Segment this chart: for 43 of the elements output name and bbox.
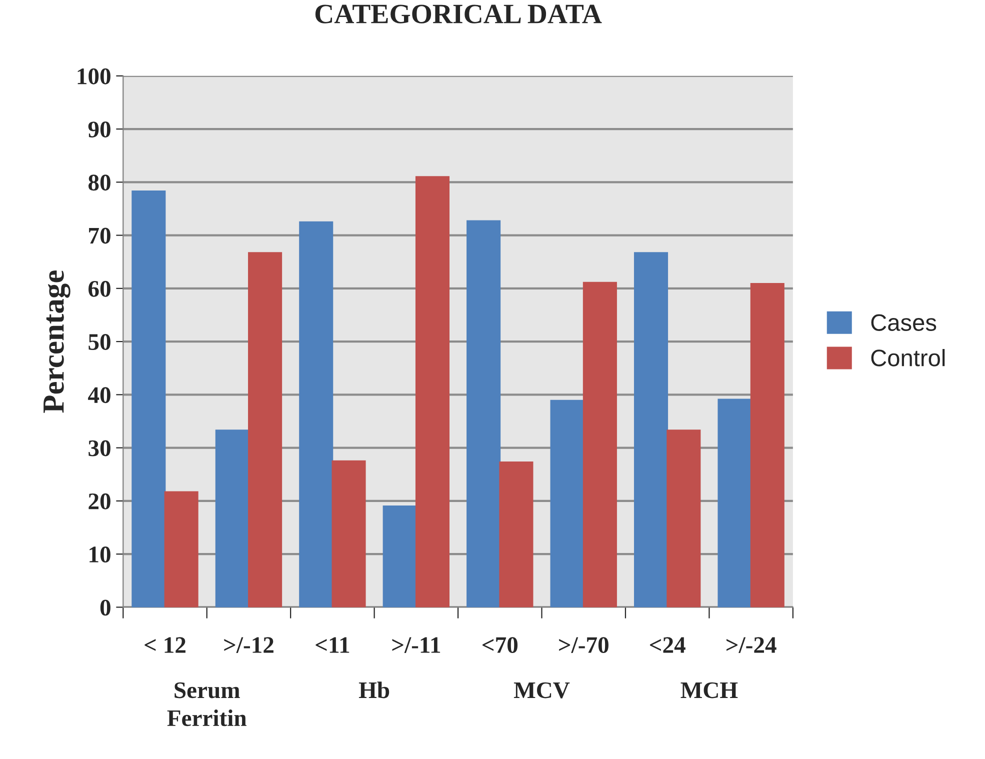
y-tick-label: 40 (88, 387, 110, 404)
x-tick-label: >/-11 (392, 637, 440, 654)
x-tick-label: <24 (650, 637, 686, 653)
x-tick-label: <11 (316, 637, 350, 653)
bar (132, 190, 166, 608)
y-tick-label: 20 (88, 493, 110, 510)
x-tick-label: <70 (482, 637, 518, 654)
x-tick-label: < 12 (144, 637, 186, 653)
y-tick-label: 50 (88, 334, 110, 350)
bar (634, 252, 668, 608)
bar (415, 176, 450, 608)
y-tick-label: 10 (90, 546, 110, 562)
text: MCV (514, 682, 570, 698)
bar (382, 506, 417, 608)
y-tick-label: 90 (88, 122, 110, 138)
y-axis-title: Percentage (44, 270, 70, 413)
bar (550, 400, 584, 608)
bar (718, 398, 752, 608)
bar (164, 491, 198, 608)
y-tick-label: 70 (89, 228, 110, 244)
legend-label: Cases (871, 314, 936, 331)
text: MCH (680, 682, 738, 698)
x-tick-label: >/-24 (726, 637, 776, 654)
bar (466, 220, 501, 608)
bar (582, 282, 617, 608)
y-tick-label: 60 (88, 280, 110, 297)
bar (332, 460, 366, 608)
y-tick-label: 100 (78, 68, 110, 84)
bar (299, 221, 334, 608)
bar (215, 430, 250, 608)
text: Hb (358, 682, 390, 698)
legend-label: Control (871, 348, 945, 366)
y-tick-label: 0 (100, 600, 110, 616)
y-tick-label: 80 (88, 174, 110, 191)
bar (248, 252, 282, 608)
text: Serum Ferritin (167, 682, 246, 726)
x-tick-label: >/-70 (559, 637, 608, 654)
bar (666, 430, 701, 608)
y-tick-label: 30 (88, 440, 110, 456)
x-tick-label: >/-12 (224, 637, 274, 654)
chart-title: CATEGORICAL DATA (315, 4, 602, 24)
bar (499, 461, 534, 608)
bar (750, 282, 784, 608)
